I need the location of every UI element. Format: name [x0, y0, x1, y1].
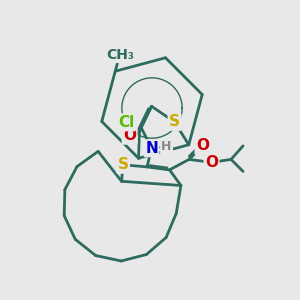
Text: CH₃: CH₃: [106, 48, 134, 62]
Text: O: O: [196, 138, 209, 153]
Text: N: N: [145, 141, 158, 156]
Text: Cl: Cl: [118, 115, 134, 130]
Text: S: S: [118, 157, 128, 172]
Text: O: O: [123, 128, 136, 143]
Text: S: S: [169, 114, 180, 129]
Text: O: O: [205, 155, 218, 170]
Text: H: H: [161, 140, 172, 153]
